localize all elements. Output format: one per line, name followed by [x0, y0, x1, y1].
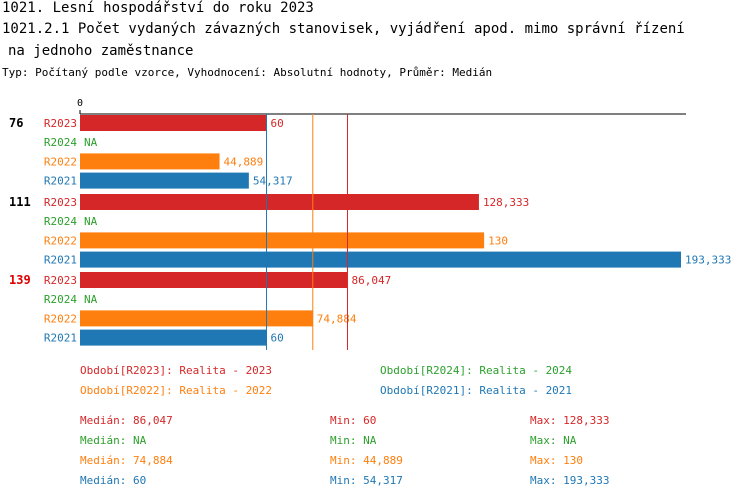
category-label: R2022 — [44, 155, 77, 168]
bar-R2021 — [80, 251, 681, 268]
chart-subtitle: 1021.2.1 Počet vydaných závazných stanov… — [2, 21, 685, 37]
bar-R2023 — [80, 115, 267, 131]
category-label: R2024 — [44, 215, 77, 228]
chart-title: 1021. Lesní hospodářství do roku 2023 — [2, 0, 314, 16]
category-label: R2023 — [44, 196, 77, 209]
data-label: 130 — [488, 234, 508, 247]
bar-R2023 — [80, 272, 348, 288]
group-label: 76 — [9, 116, 23, 130]
data-label: 128,333 — [483, 196, 529, 209]
chart-type-info: Typ: Počítaný podle vzorce, Vyhodnocení:… — [2, 66, 493, 79]
legend-item: Období[R2024]: Realita - 2024 — [380, 364, 573, 377]
category-label: R2021 — [44, 175, 77, 188]
legend-item: Období[R2023]: Realita - 2023 — [80, 364, 273, 377]
stat-median: Medián: 86,047 — [80, 414, 173, 427]
data-label: NA — [84, 136, 98, 149]
data-label: NA — [84, 215, 98, 228]
stat-min: Min: NA — [330, 434, 377, 447]
group-label: 139 — [9, 273, 31, 287]
data-label: 60 — [271, 332, 284, 345]
data-label: NA — [84, 293, 98, 306]
stat-median: Medián: 74,884 — [80, 454, 173, 467]
bar-R2022 — [80, 232, 485, 249]
legend-item: Období[R2022]: Realita - 2022 — [80, 384, 273, 397]
data-label: 193,333 — [685, 254, 731, 267]
bar-R2021 — [80, 172, 249, 189]
data-label: 74,884 — [317, 312, 357, 325]
bar-R2022 — [80, 153, 220, 170]
stat-max: Max: 128,333 — [530, 414, 610, 427]
data-label: 60 — [271, 117, 284, 130]
category-label: R2021 — [44, 254, 77, 267]
category-label: R2021 — [44, 332, 77, 345]
bar-R2021 — [80, 329, 267, 346]
stat-max: Max: NA — [530, 434, 577, 447]
chart-subtitle-continued: na jednoho zaměstnance — [8, 43, 194, 59]
category-label: R2022 — [44, 234, 77, 247]
stat-max: Max: 193,333 — [530, 474, 610, 487]
data-label: 86,047 — [351, 274, 391, 287]
stat-median: Medián: 60 — [80, 474, 147, 487]
legend-item: Období[R2021]: Realita - 2021 — [380, 384, 573, 397]
stat-min: Min: 44,889 — [330, 454, 403, 467]
data-label: 54,317 — [253, 175, 293, 188]
category-label: R2022 — [44, 312, 77, 325]
bar-R2023 — [80, 194, 479, 210]
data-label: 44,889 — [224, 155, 264, 168]
stat-median: Medián: NA — [80, 434, 147, 447]
stat-min: Min: 60 — [330, 414, 377, 427]
category-label: R2023 — [44, 117, 77, 130]
category-label: R2023 — [44, 274, 77, 287]
x-tick-label: 0 — [77, 98, 83, 109]
stat-min: Min: 54,317 — [330, 474, 403, 487]
bar-R2022 — [80, 310, 313, 327]
group-label: 111 — [9, 195, 31, 209]
category-label: R2024 — [44, 136, 77, 149]
category-label: R2024 — [44, 293, 77, 306]
stat-max: Max: 130 — [530, 454, 583, 467]
